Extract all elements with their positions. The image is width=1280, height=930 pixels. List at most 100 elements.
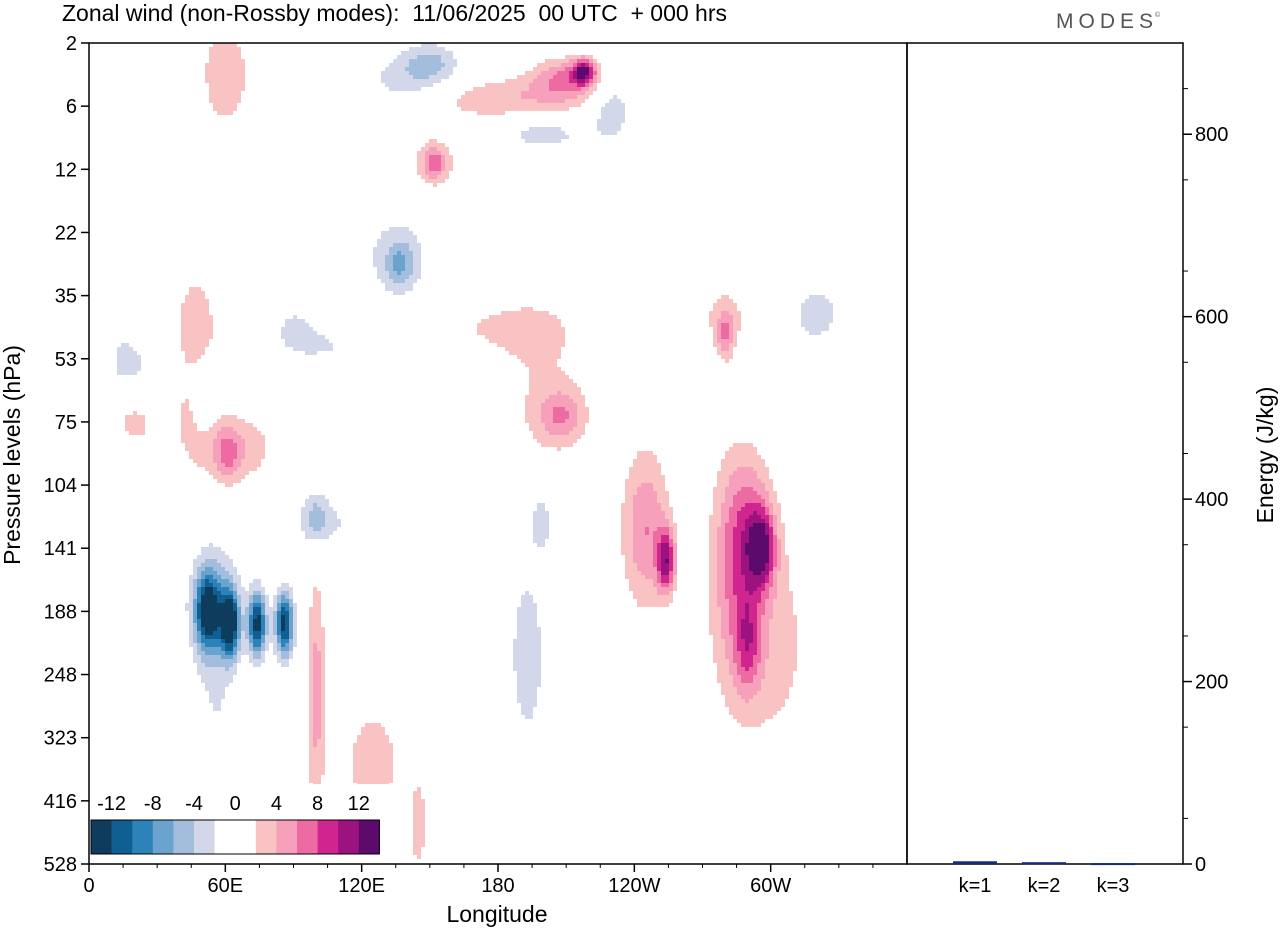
heat-cell [189, 579, 193, 583]
heat-cell [637, 563, 653, 567]
heat-cell [733, 651, 741, 655]
heat-cell [281, 327, 313, 331]
heat-cell [741, 651, 757, 655]
heat-cell [249, 595, 253, 599]
heat-cell [741, 571, 753, 575]
heat-cell [717, 575, 725, 579]
heat-cell [709, 579, 717, 583]
heat-cell [313, 731, 321, 735]
heat-cell [649, 527, 657, 531]
heat-cell [525, 591, 529, 595]
heat-cell [577, 63, 581, 67]
heat-cell [117, 359, 141, 363]
heat-cell [277, 623, 281, 627]
heat-cell [229, 667, 237, 671]
heat-cell [737, 467, 753, 471]
heat-cell [761, 583, 765, 587]
heat-cell [321, 695, 325, 699]
heat-cell [261, 639, 265, 643]
heat-cell [181, 427, 197, 431]
heat-cell [285, 643, 289, 647]
heat-cell [717, 479, 729, 483]
heat-cell [249, 599, 253, 603]
heat-cell [637, 455, 657, 459]
colorbar-swatch [255, 820, 277, 854]
heat-cell [233, 663, 237, 667]
heat-cell [721, 511, 729, 515]
heat-cell [709, 531, 717, 535]
heat-cell [709, 559, 717, 563]
heat-cell [625, 479, 665, 483]
heat-cell [309, 711, 313, 715]
heat-cell [265, 603, 269, 607]
heat-cell [709, 595, 717, 599]
heat-cell [741, 507, 765, 511]
colorbar-swatch [132, 820, 154, 854]
heat-cell [305, 499, 329, 503]
heat-cell [189, 455, 213, 459]
colorbar-label: 0 [230, 793, 241, 815]
heat-cell [289, 607, 293, 611]
heat-cell [193, 655, 201, 659]
heat-cell [741, 723, 761, 727]
heat-cell [725, 699, 745, 703]
heat-cell [201, 583, 205, 587]
heat-cell [261, 647, 265, 651]
heat-cell [289, 647, 293, 651]
heat-cell [661, 507, 673, 511]
heat-cell [409, 247, 421, 251]
heat-cell [201, 607, 233, 611]
heat-cell [557, 447, 561, 451]
heat-cell [309, 511, 325, 515]
heat-cell [277, 627, 281, 631]
heat-cell [525, 399, 545, 403]
heat-cell [717, 663, 729, 667]
heat-cell [741, 551, 745, 555]
heat-cell [273, 623, 277, 627]
heat-cell [761, 515, 769, 519]
heat-cell [657, 555, 661, 559]
heat-cell [529, 423, 545, 427]
heat-cell [673, 543, 677, 547]
heat-cell [773, 575, 777, 579]
heat-cell [401, 271, 413, 275]
heat-cell [729, 707, 781, 711]
heat-cell [553, 75, 569, 79]
heat-cell [277, 655, 281, 659]
heat-cell [281, 647, 289, 651]
energy-bar [1022, 862, 1066, 865]
heat-cell [217, 571, 229, 575]
heat-cell [633, 559, 653, 563]
heat-cell [181, 339, 209, 343]
heat-cell [257, 615, 261, 619]
heat-cell [517, 623, 537, 627]
heat-cell [673, 539, 677, 543]
heat-cell [313, 651, 321, 655]
heat-cell [309, 659, 313, 663]
heat-cell [661, 539, 669, 543]
heat-cell [361, 731, 385, 735]
heat-cell [301, 515, 309, 519]
heat-cell [653, 543, 657, 547]
heat-cell [709, 575, 717, 579]
heat-cell [733, 443, 753, 447]
heat-cell [633, 515, 665, 519]
heat-cell [709, 603, 717, 607]
heat-cell [761, 599, 765, 603]
heat-cell [633, 543, 653, 547]
heat-cell [741, 655, 753, 659]
heat-cell [709, 547, 717, 551]
heat-cell [653, 579, 657, 583]
heat-cell [633, 531, 645, 535]
heat-cell [277, 643, 281, 647]
heat-cell [661, 563, 669, 567]
heat-cell [513, 655, 541, 659]
heat-cell [757, 671, 765, 675]
energy-bar [1091, 863, 1135, 866]
heat-cell [233, 595, 237, 599]
heat-cell [417, 159, 425, 163]
heat-cell [413, 255, 421, 259]
heat-cell [761, 655, 769, 659]
heat-cell [277, 587, 293, 591]
heat-cell [293, 619, 297, 623]
